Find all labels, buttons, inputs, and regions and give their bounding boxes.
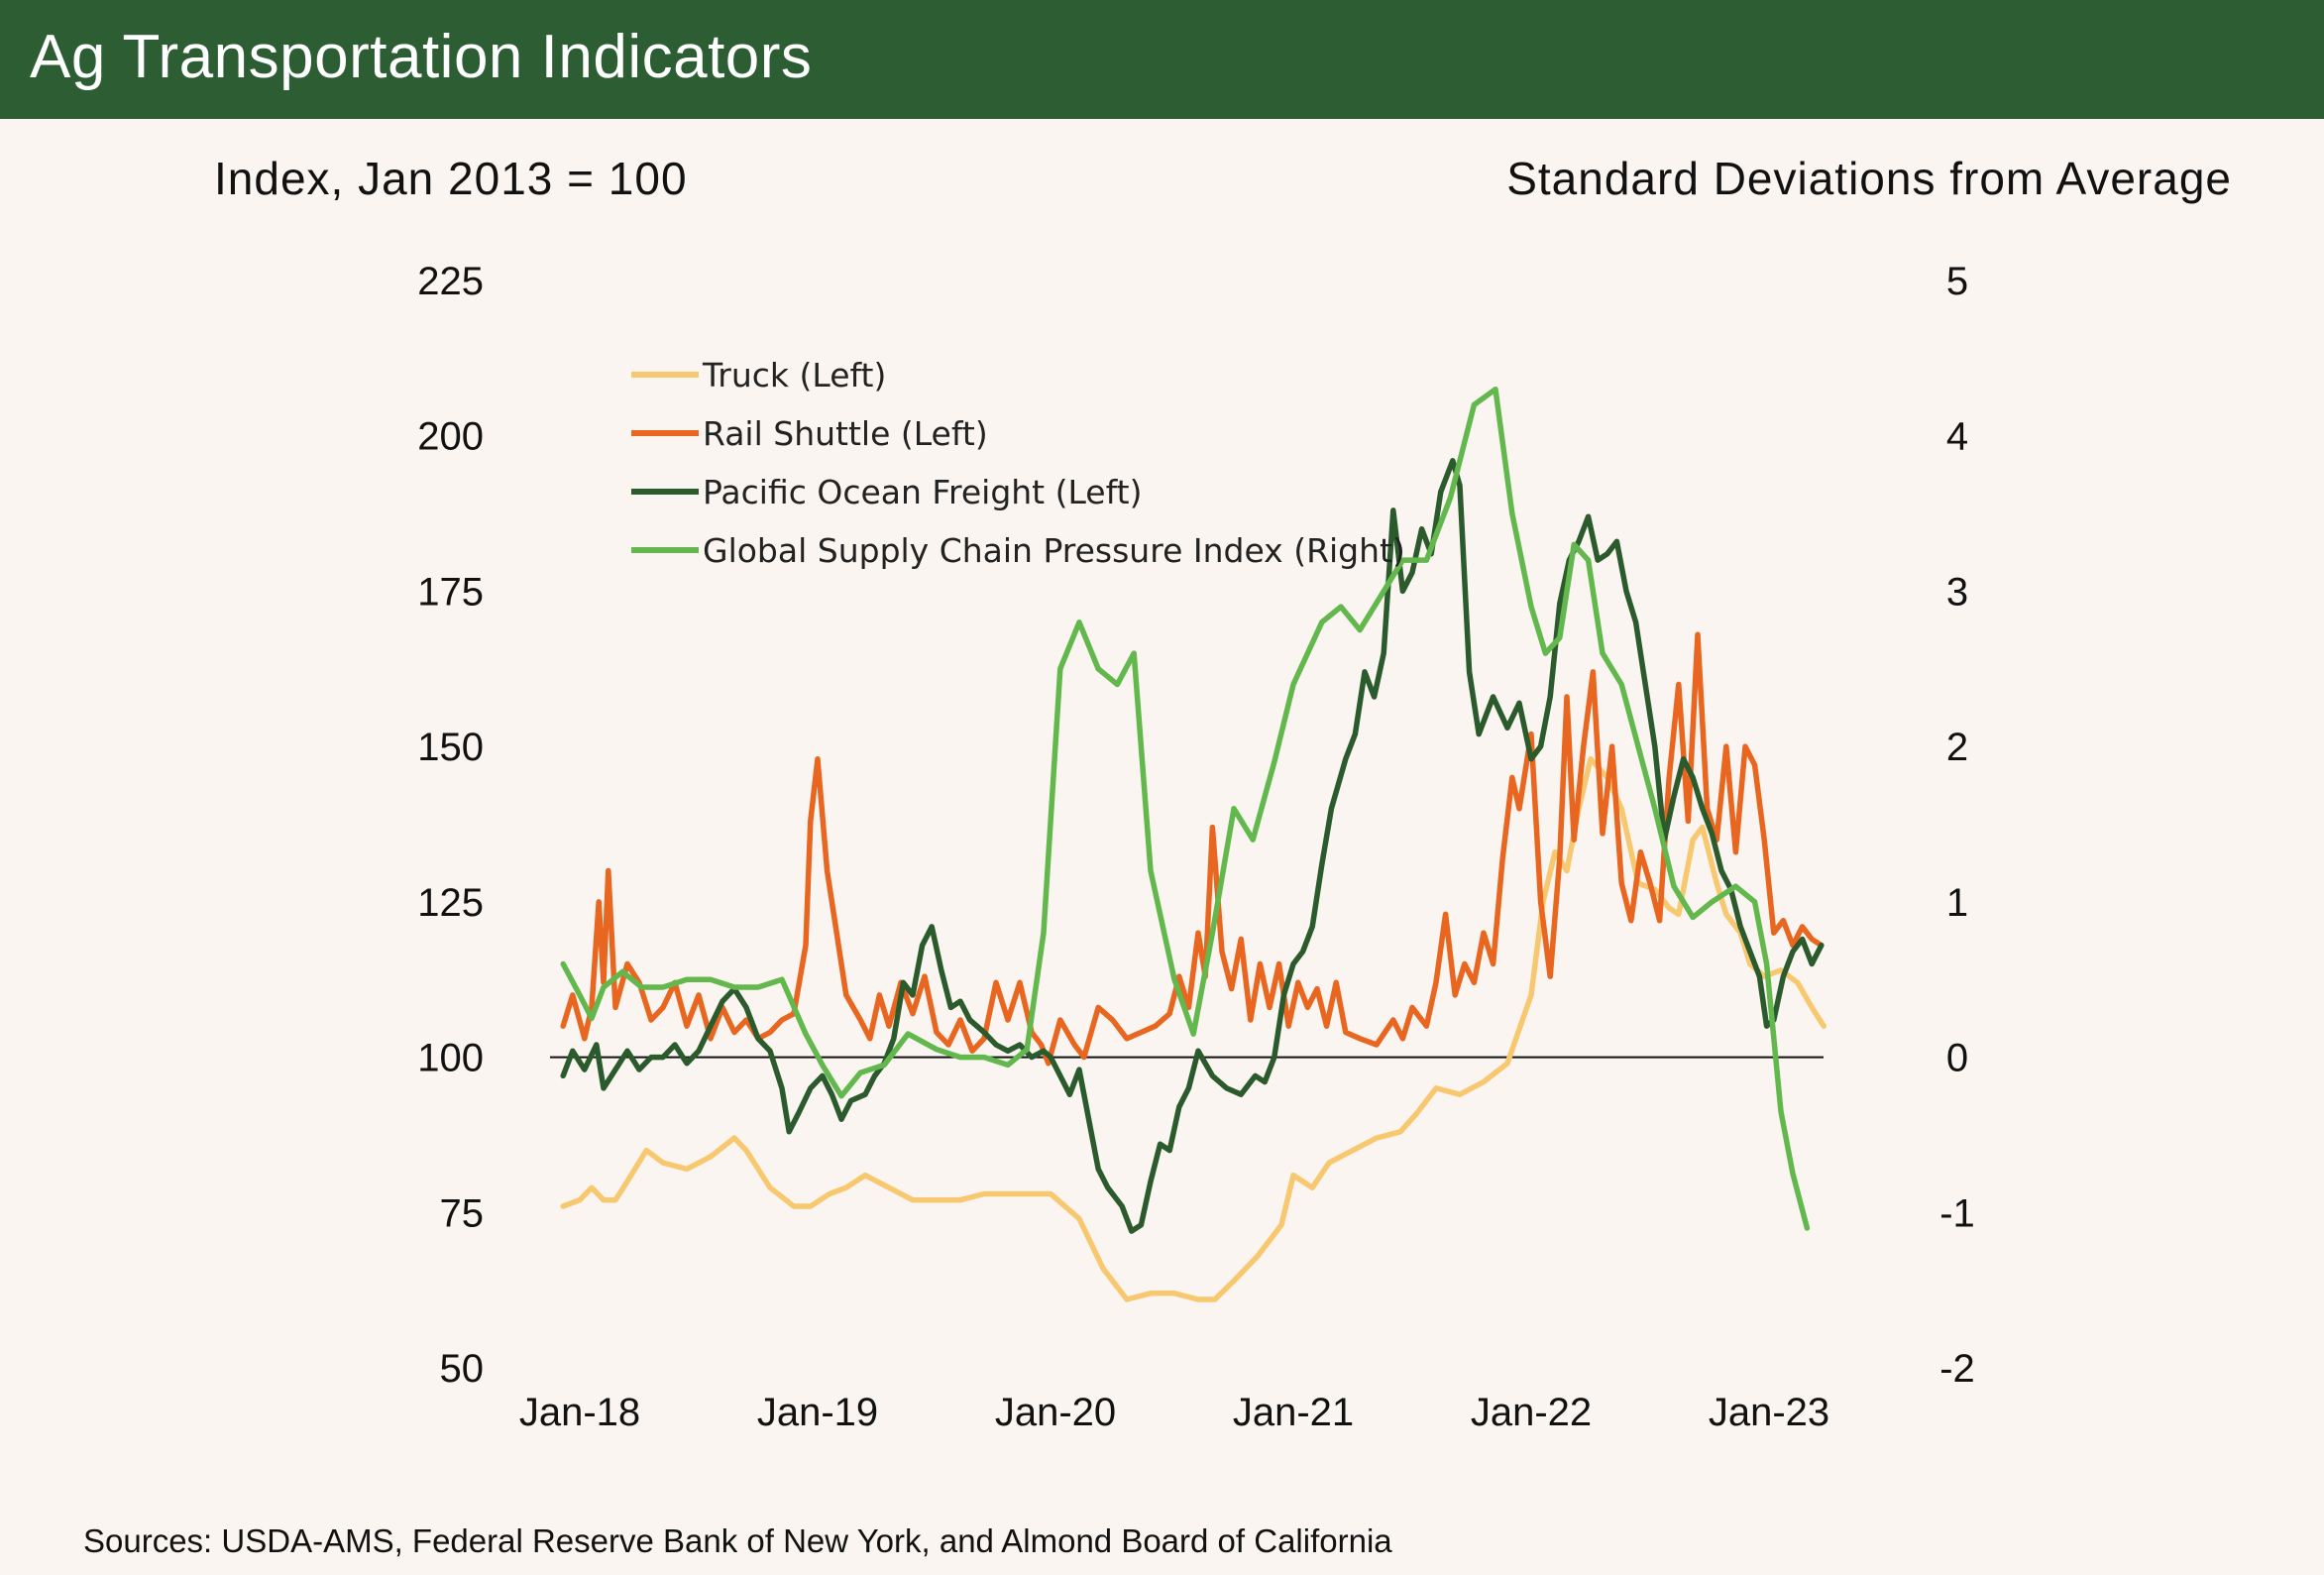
series-line-4 bbox=[560, 386, 1811, 1231]
source-note: Sources: USDA-AMS, Federal Reserve Bank … bbox=[83, 1522, 1392, 1559]
page-title: Ag Transportation Indicators bbox=[30, 23, 813, 91]
legend-label: Rail Shuttle (Left) bbox=[703, 414, 988, 453]
chart: 225 200 175 150 125 100 75 50 5 4 3 2 1 0 -1 -2 Jan-18 Ja… bbox=[417, 260, 1975, 1434]
right-tick-label: 3 bbox=[1946, 570, 1968, 614]
legend-label: Pacific Ocean Freight (Left) bbox=[703, 473, 1142, 511]
legend-label: Truck (Left) bbox=[702, 356, 886, 394]
right-tick-label: -1 bbox=[1939, 1191, 1975, 1235]
x-tick-label: Jan-23 bbox=[1709, 1391, 1829, 1434]
series-line-2 bbox=[560, 631, 1825, 1067]
left-tick-label: 225 bbox=[417, 260, 484, 303]
legend-label: Global Supply Chain Pressure Index (Righ… bbox=[703, 531, 1405, 570]
right-tick-label: -2 bbox=[1939, 1347, 1975, 1391]
left-tick-label: 50 bbox=[440, 1347, 485, 1391]
right-axis-title: Standard Deviations from Average bbox=[1506, 153, 2232, 204]
x-tick-label: Jan-21 bbox=[1233, 1391, 1354, 1434]
header-bar: Ag Transportation Indicators bbox=[0, 0, 2324, 119]
x-tick-label: Jan-18 bbox=[519, 1391, 640, 1434]
left-tick-label: 175 bbox=[417, 570, 484, 614]
left-tick-label: 200 bbox=[417, 415, 484, 459]
series-line-1 bbox=[560, 755, 1826, 1302]
series-line-3 bbox=[560, 458, 1825, 1234]
left-tick-label: 150 bbox=[417, 726, 484, 769]
left-tick-label: 75 bbox=[440, 1191, 485, 1235]
right-tick-label: 1 bbox=[1946, 881, 1968, 925]
right-tick-label: 4 bbox=[1946, 415, 1968, 459]
right-tick-label: 0 bbox=[1946, 1037, 1968, 1080]
left-tick-label: 125 bbox=[417, 881, 484, 925]
x-tick-label: Jan-19 bbox=[757, 1391, 878, 1434]
right-tick-label: 2 bbox=[1946, 726, 1968, 769]
left-axis-title: Index, Jan 2013 = 100 bbox=[214, 153, 688, 204]
x-tick-label: Jan-20 bbox=[995, 1391, 1116, 1434]
right-tick-label: 5 bbox=[1946, 260, 1968, 303]
left-tick-label: 100 bbox=[417, 1037, 484, 1080]
x-tick-label: Jan-22 bbox=[1471, 1391, 1592, 1434]
